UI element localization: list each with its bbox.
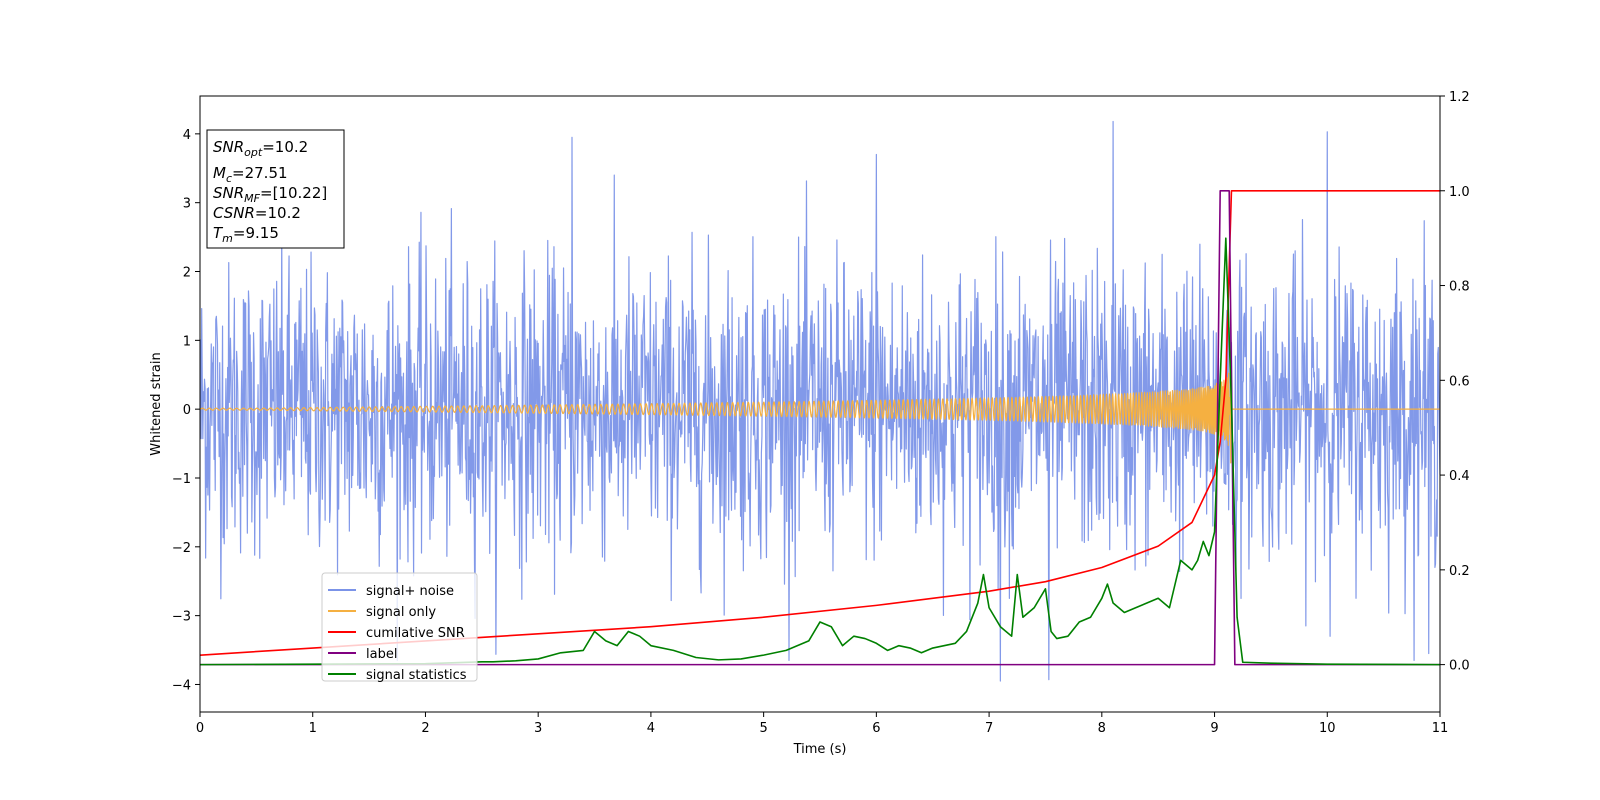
x-tick-label: 1: [309, 721, 317, 736]
y-left-tick-label: −3: [172, 610, 191, 625]
info-mc: Mc=27.51: [213, 164, 288, 185]
y-left-tick-label: 0: [183, 403, 191, 418]
legend-label: signal+ noise: [366, 584, 454, 599]
y-left-tick-label: 2: [183, 266, 191, 281]
x-axis-label: Time (s): [793, 742, 847, 757]
y-left-tick-label: 3: [183, 197, 191, 212]
y-right-tick-label: 0.8: [1449, 280, 1470, 295]
info-snr-mf: SNRMF=[10.22]: [213, 184, 327, 205]
legend-label: label: [366, 647, 397, 662]
legend: signal+ noise signal only cumilative SNR la…: [321, 572, 478, 683]
info-csnr: CSNR=10.2: [213, 204, 301, 222]
x-tick-label: 4: [647, 721, 655, 736]
legend-label: cumilative SNR: [366, 626, 465, 641]
y-axis-right: 0.0 0.2 0.4 0.6 0.8 1.0 1.2: [1440, 90, 1470, 674]
x-axis: 0 1 2 3 4 5 6 7 8 9 10 11: [196, 712, 1448, 736]
series-cumilative-snr-line: [200, 189, 1440, 656]
x-tick-label: 9: [1210, 721, 1218, 736]
y-left-tick-label: 4: [183, 128, 191, 143]
x-tick-label: 6: [872, 721, 880, 736]
y-right-tick-label: 1.0: [1449, 185, 1470, 200]
y-right-tick-label: 1.2: [1449, 90, 1470, 105]
x-tick-label: 8: [1098, 721, 1106, 736]
info-snr-opt: SNRopt=10.2: [213, 138, 308, 159]
info-box-frame: [206, 129, 345, 249]
plot-area: [200, 120, 1440, 682]
y-right-tick-label: 0.0: [1449, 659, 1470, 674]
x-tick-label: 7: [985, 721, 993, 736]
x-tick-label: 10: [1319, 721, 1336, 736]
series-signal-statistics-line: [200, 237, 1440, 666]
y-left-tick-label: 1: [183, 334, 191, 349]
x-tick-label: 2: [421, 721, 429, 736]
x-tick-label: 5: [759, 721, 767, 736]
info-tm: Tm=9.15: [213, 224, 279, 245]
y-axis-label: Whitened strain: [149, 352, 164, 455]
info-box: SNRopt=10.2 Mc=27.51SNRMF=[10.22]CSNR=10.…: [206, 129, 345, 249]
legend-label: signal only: [366, 605, 436, 620]
y-left-tick-label: −4: [172, 678, 191, 693]
y-axis-left: −4 −3 −2 −1 0 1 2 3 4: [172, 128, 200, 693]
legend-label: signal statistics: [366, 668, 467, 683]
x-tick-label: 0: [196, 721, 204, 736]
axes-frame: [199, 95, 1441, 713]
series-label-line: [200, 189, 1440, 666]
y-left-tick-label: −2: [172, 541, 191, 556]
y-right-tick-label: 0.6: [1449, 374, 1470, 389]
y-left-tick-label: −1: [172, 472, 191, 487]
x-tick-label: 11: [1432, 721, 1449, 736]
y-right-tick-label: 0.4: [1449, 469, 1470, 484]
legend-frame: [321, 572, 478, 682]
y-right-tick-label: 0.2: [1449, 564, 1470, 579]
x-tick-label: 3: [534, 721, 542, 736]
series-signal-only-line: [200, 359, 1440, 464]
